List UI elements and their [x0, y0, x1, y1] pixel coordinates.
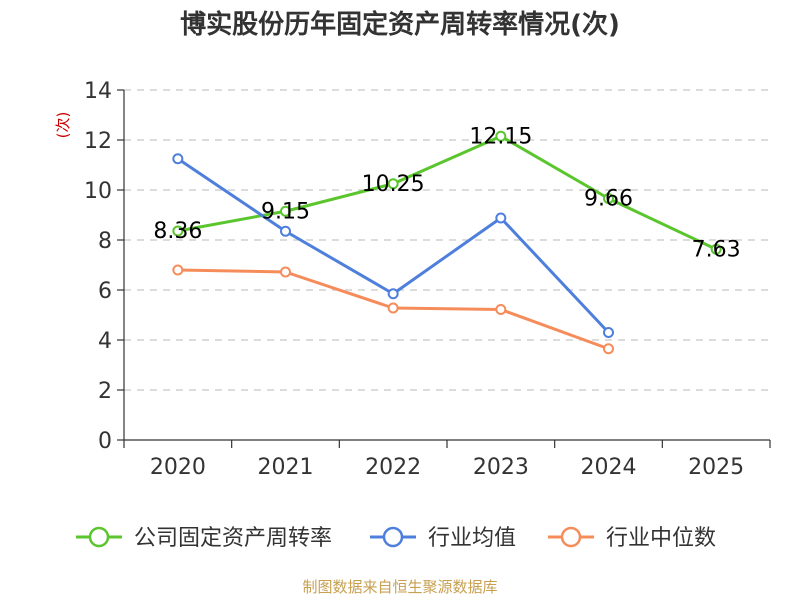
y-tick-label: 12: [84, 129, 112, 154]
x-tick-label: 2020: [150, 455, 206, 480]
data-point: [280, 205, 291, 217]
y-tick-label: 0: [98, 429, 112, 454]
data-point: [387, 288, 399, 300]
chart-title: 博实股份历年固定资产周转率情况(次): [180, 9, 620, 40]
data-point: [280, 225, 291, 237]
series-2: [172, 264, 614, 355]
data-point: [603, 193, 614, 204]
data-point: [495, 304, 507, 315]
data-point: [172, 153, 184, 165]
data-point: [495, 130, 507, 142]
y-tick-label: 4: [98, 329, 112, 354]
x-tick-label: 2023: [473, 455, 529, 480]
data-point: [603, 343, 614, 355]
x-tick-label: 2021: [258, 455, 314, 480]
legend: 公司固定资产周转率 行业均值 行业中位数: [76, 526, 716, 551]
legend-marker: [382, 526, 404, 548]
legend-label: 公司固定资产周转率: [134, 526, 332, 551]
series-1: [172, 153, 614, 338]
legend-item: 公司固定资产周转率: [76, 526, 332, 551]
data-labels: 8.36 9.15 10.25 12.15 9.66 7.63: [153, 124, 740, 262]
y-tick-label: 14: [84, 79, 112, 104]
data-point: [387, 178, 399, 190]
series-layer: [172, 130, 722, 355]
data-point: [280, 266, 291, 278]
grid-lines: [124, 89, 770, 391]
data-point: [387, 302, 399, 314]
data-label: 9.15: [261, 199, 310, 224]
data-point: [710, 243, 722, 255]
x-tick-label: 2022: [365, 455, 421, 480]
data-label: 9.66: [584, 187, 633, 212]
data-label: 12.15: [469, 124, 532, 149]
legend-item: 行业中位数: [548, 526, 716, 551]
y-tick-label: 2: [98, 379, 112, 404]
data-label: 8.36: [153, 219, 202, 244]
source-note: 制图数据来自恒生聚源数据库: [302, 578, 497, 596]
x-tick-label: 2024: [581, 455, 637, 480]
data-point: [172, 225, 184, 237]
data-label: 10.25: [362, 172, 425, 197]
y-tick-label: 6: [98, 279, 112, 304]
data-point: [172, 264, 184, 276]
series-line: [177, 134, 717, 251]
data-label: 7.63: [692, 237, 741, 262]
x-tick-label: 2025: [688, 455, 744, 480]
series-0: [172, 130, 722, 255]
legend-label: 行业均值: [428, 526, 516, 551]
legend-item: 行业均值: [370, 526, 516, 551]
y-tick-label: 8: [98, 229, 112, 254]
data-point: [495, 212, 507, 224]
y-tick-label: 10: [84, 179, 112, 204]
y-axis-unit-label: (次): [54, 112, 72, 139]
axes: 0 2 4 6 8 10 12 14 2020 2021 2022 2023 2024 2025: [84, 79, 771, 480]
data-point: [603, 327, 614, 338]
legend-marker: [560, 526, 582, 548]
legend-marker: [88, 526, 110, 548]
legend-label: 行业中位数: [606, 526, 716, 551]
